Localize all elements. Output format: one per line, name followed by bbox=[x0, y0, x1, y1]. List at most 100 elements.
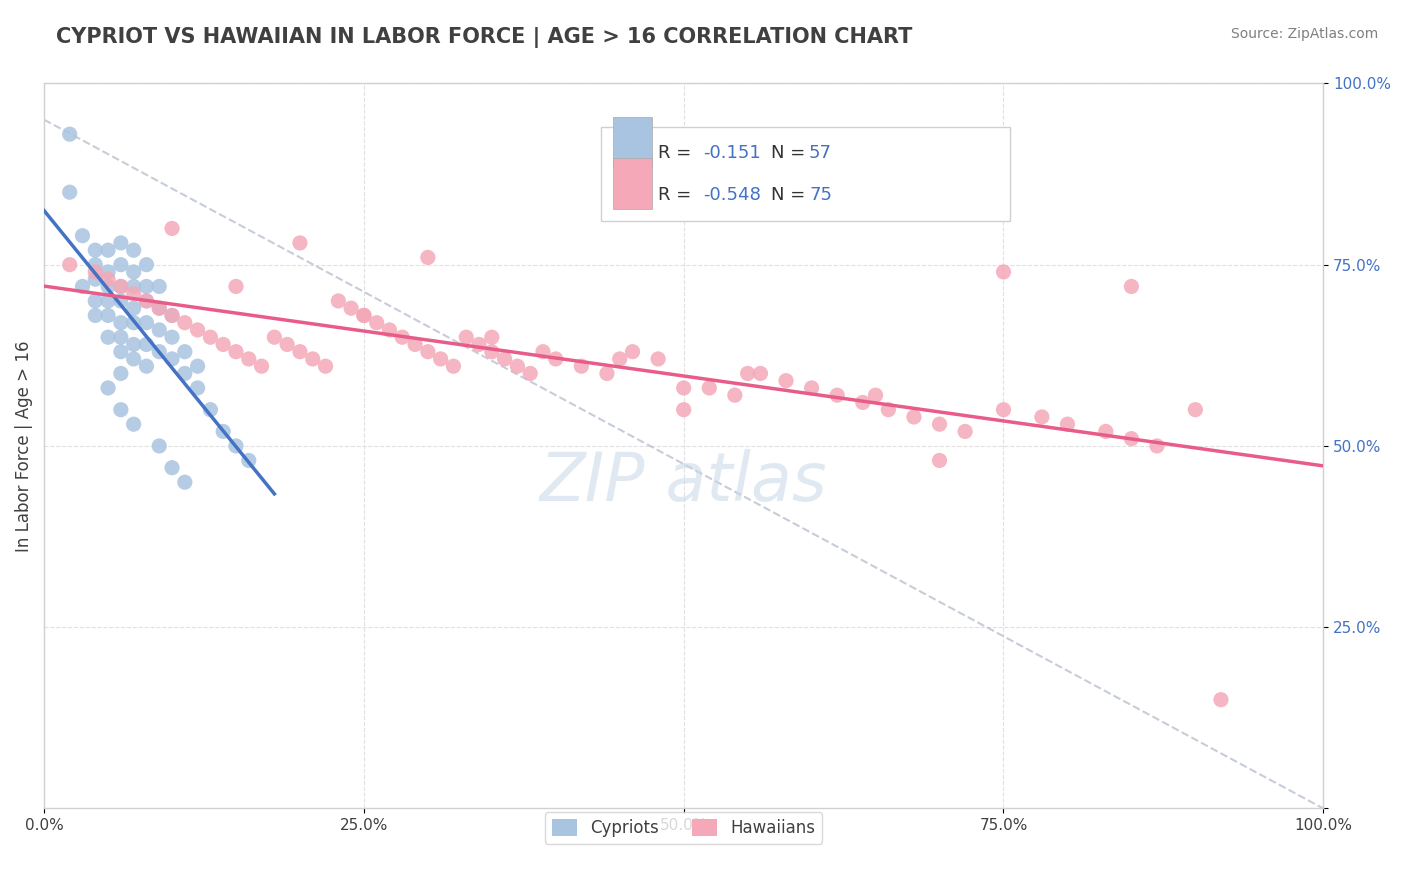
Point bbox=[135, 279, 157, 293]
Point bbox=[97, 293, 120, 308]
Point bbox=[212, 337, 235, 351]
Point bbox=[84, 265, 107, 279]
Point bbox=[825, 388, 848, 402]
Point bbox=[416, 251, 439, 265]
Point bbox=[340, 301, 363, 316]
Text: N =: N = bbox=[770, 145, 811, 162]
Point bbox=[1184, 402, 1206, 417]
Point bbox=[288, 344, 311, 359]
Text: R =: R = bbox=[658, 145, 697, 162]
Point bbox=[903, 409, 925, 424]
Point bbox=[110, 235, 132, 250]
Point bbox=[443, 359, 465, 374]
Point bbox=[173, 344, 195, 359]
Point bbox=[110, 330, 132, 344]
Point bbox=[225, 439, 247, 453]
Point bbox=[110, 316, 132, 330]
Point bbox=[97, 381, 120, 395]
Point bbox=[250, 359, 273, 374]
Point bbox=[135, 316, 157, 330]
Point bbox=[173, 367, 195, 381]
Point bbox=[800, 381, 823, 395]
Text: R =: R = bbox=[658, 186, 697, 203]
Point bbox=[110, 293, 132, 308]
Point bbox=[1095, 425, 1118, 439]
Point bbox=[122, 351, 145, 366]
Point bbox=[225, 279, 247, 293]
Point bbox=[97, 309, 120, 323]
Point bbox=[697, 381, 720, 395]
Point bbox=[928, 417, 950, 432]
Text: 75: 75 bbox=[808, 186, 832, 203]
Point bbox=[672, 381, 695, 395]
Point bbox=[110, 279, 132, 293]
Point bbox=[200, 330, 222, 344]
Point bbox=[775, 374, 797, 388]
Point bbox=[865, 388, 887, 402]
Point bbox=[378, 323, 401, 337]
Point bbox=[110, 402, 132, 417]
Point bbox=[749, 367, 772, 381]
Point bbox=[148, 301, 170, 316]
Point bbox=[135, 337, 157, 351]
Point bbox=[506, 359, 529, 374]
Point bbox=[1146, 439, 1168, 453]
Point bbox=[429, 351, 451, 366]
Point bbox=[122, 417, 145, 432]
Point bbox=[621, 344, 644, 359]
Point bbox=[59, 258, 82, 272]
Y-axis label: In Labor Force | Age > 16: In Labor Force | Age > 16 bbox=[15, 340, 32, 551]
Point bbox=[544, 351, 567, 366]
Point bbox=[173, 316, 195, 330]
Point bbox=[416, 344, 439, 359]
Legend: Cypriots, Hawaiians: Cypriots, Hawaiians bbox=[546, 812, 823, 844]
Point bbox=[84, 258, 107, 272]
Point bbox=[852, 395, 875, 409]
Point bbox=[1121, 279, 1143, 293]
Point bbox=[569, 359, 592, 374]
Point bbox=[993, 265, 1015, 279]
Point bbox=[238, 351, 260, 366]
FancyBboxPatch shape bbox=[613, 117, 652, 168]
Point bbox=[122, 279, 145, 293]
Text: -0.548: -0.548 bbox=[703, 186, 761, 203]
Point bbox=[328, 293, 350, 308]
Point bbox=[315, 359, 337, 374]
Point bbox=[225, 344, 247, 359]
Point bbox=[97, 279, 120, 293]
Point bbox=[110, 344, 132, 359]
Point bbox=[724, 388, 747, 402]
Point bbox=[1209, 692, 1232, 706]
Point bbox=[531, 344, 554, 359]
Point bbox=[97, 265, 120, 279]
Point bbox=[135, 293, 157, 308]
Point bbox=[148, 439, 170, 453]
Point bbox=[148, 323, 170, 337]
Point bbox=[135, 258, 157, 272]
Point bbox=[993, 402, 1015, 417]
Point bbox=[737, 367, 759, 381]
Point bbox=[173, 475, 195, 490]
Point bbox=[212, 425, 235, 439]
Text: 57: 57 bbox=[808, 145, 832, 162]
Point bbox=[148, 301, 170, 316]
Point bbox=[97, 243, 120, 257]
Point bbox=[148, 344, 170, 359]
Point bbox=[276, 337, 298, 351]
Point bbox=[59, 185, 82, 199]
Point bbox=[187, 323, 209, 337]
Point bbox=[1121, 432, 1143, 446]
Point bbox=[59, 127, 82, 141]
Point bbox=[160, 309, 183, 323]
Point bbox=[494, 351, 516, 366]
Point bbox=[160, 460, 183, 475]
Point bbox=[135, 359, 157, 374]
Point bbox=[135, 293, 157, 308]
Point bbox=[72, 228, 94, 243]
Point bbox=[122, 301, 145, 316]
Point bbox=[200, 402, 222, 417]
Point bbox=[519, 367, 541, 381]
Point bbox=[97, 330, 120, 344]
Point bbox=[122, 265, 145, 279]
Point bbox=[1056, 417, 1078, 432]
